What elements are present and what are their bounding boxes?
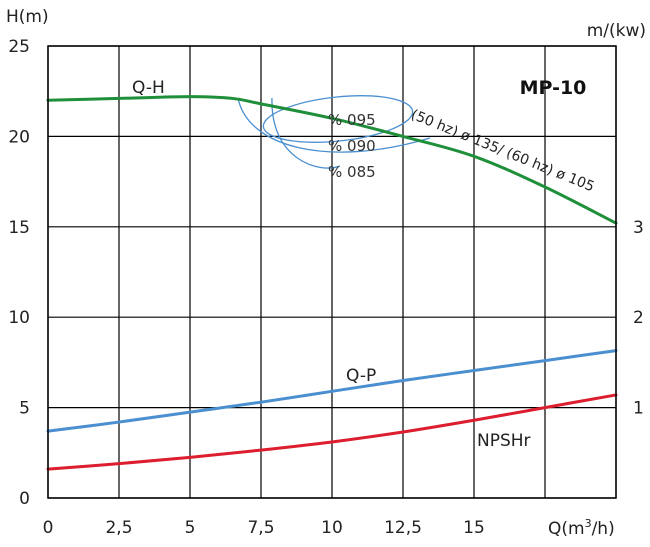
x-tick-label: 10 bbox=[321, 518, 343, 538]
x-tick-label: 2,5 bbox=[105, 518, 132, 538]
y2-tick-label: 3 bbox=[633, 218, 644, 238]
efficiency-label-95: % 095 bbox=[328, 111, 376, 129]
x-tick-label: 15 bbox=[463, 518, 485, 538]
y-tick-label: 0 bbox=[19, 489, 30, 509]
x-tick-label: 12,5 bbox=[384, 518, 422, 538]
x-tick-label: 7,5 bbox=[247, 518, 274, 538]
efficiency-label-85: % 085 bbox=[328, 163, 376, 181]
x-tick-label: 0 bbox=[43, 518, 54, 538]
x-tick-label: 5 bbox=[185, 518, 196, 538]
series-lines bbox=[46, 95, 618, 471]
x-axis-title: Q(m3/h) bbox=[548, 517, 615, 539]
model-label: MP-10 bbox=[520, 77, 587, 99]
plot-frame bbox=[47, 45, 617, 499]
y-axis-title: H(m) bbox=[6, 7, 49, 27]
y-tick-label: 25 bbox=[8, 37, 30, 57]
series-label-npshr: NPSHr bbox=[477, 431, 531, 451]
y-tick-labels: 0 5 10 15 20 25 bbox=[8, 37, 30, 509]
y2-tick-label: 1 bbox=[633, 399, 644, 419]
efficiency-contour-85 bbox=[271, 97, 341, 169]
series-label-q-p: Q-P bbox=[346, 366, 376, 386]
y2-tick-labels: 1 2 3 bbox=[633, 218, 644, 419]
x-tick-labels: 0 2,5 5 7,5 10 12,5 15 bbox=[43, 518, 485, 538]
series-label-q-h: Q-H bbox=[132, 78, 165, 98]
series-line-npshr bbox=[46, 393, 618, 471]
y2-tick-label: 2 bbox=[633, 308, 644, 328]
efficiency-contours bbox=[237, 95, 431, 169]
efficiency-contour-90 bbox=[237, 97, 431, 153]
y-tick-label: 20 bbox=[8, 127, 30, 147]
series-line-q-p bbox=[46, 349, 618, 433]
efficiency-contour-95 bbox=[262, 95, 414, 143]
efficiency-label-90: % 090 bbox=[328, 137, 376, 155]
y-tick-label: 10 bbox=[8, 308, 30, 328]
series-line-q-h bbox=[46, 95, 618, 225]
y-tick-label: 15 bbox=[8, 218, 30, 238]
y2-axis-title: m/(kw) bbox=[587, 21, 646, 41]
y-tick-label: 5 bbox=[19, 399, 30, 419]
